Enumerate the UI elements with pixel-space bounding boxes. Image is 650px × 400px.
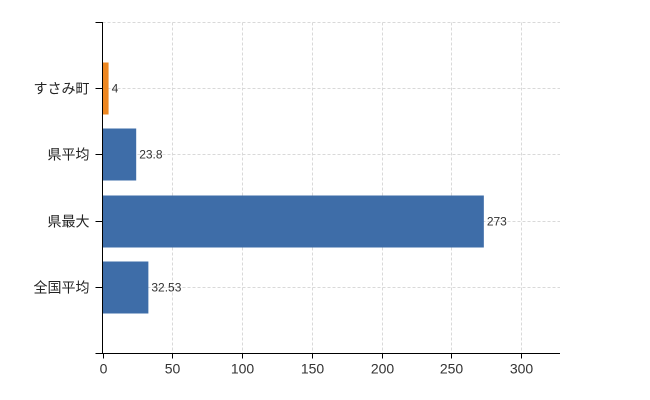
category-label: すさみ町 <box>34 81 90 97</box>
category-label: 全国平均 <box>34 280 90 296</box>
bar-3 <box>103 261 149 314</box>
x-axis-tick-label: 300 <box>510 361 534 377</box>
bar-value-label: 273 <box>487 215 507 229</box>
x-axis-tick-label: 0 <box>100 361 108 377</box>
x-axis-tick-label: 100 <box>231 361 255 377</box>
x-axis-tick-label: 150 <box>301 361 325 377</box>
bar-1 <box>103 128 137 181</box>
bar-value-label: 4 <box>112 82 119 96</box>
bar-2 <box>103 195 484 248</box>
x-axis-tick-label: 250 <box>440 361 464 377</box>
x-axis-tick-label: 200 <box>371 361 395 377</box>
bar-0 <box>103 62 109 115</box>
x-axis-tick-label: 50 <box>165 361 181 377</box>
category-label: 県平均 <box>48 147 90 163</box>
category-label: 県最大 <box>48 214 90 230</box>
bar-value-label: 23.8 <box>139 148 163 162</box>
bar-value-label: 32.53 <box>151 281 181 295</box>
